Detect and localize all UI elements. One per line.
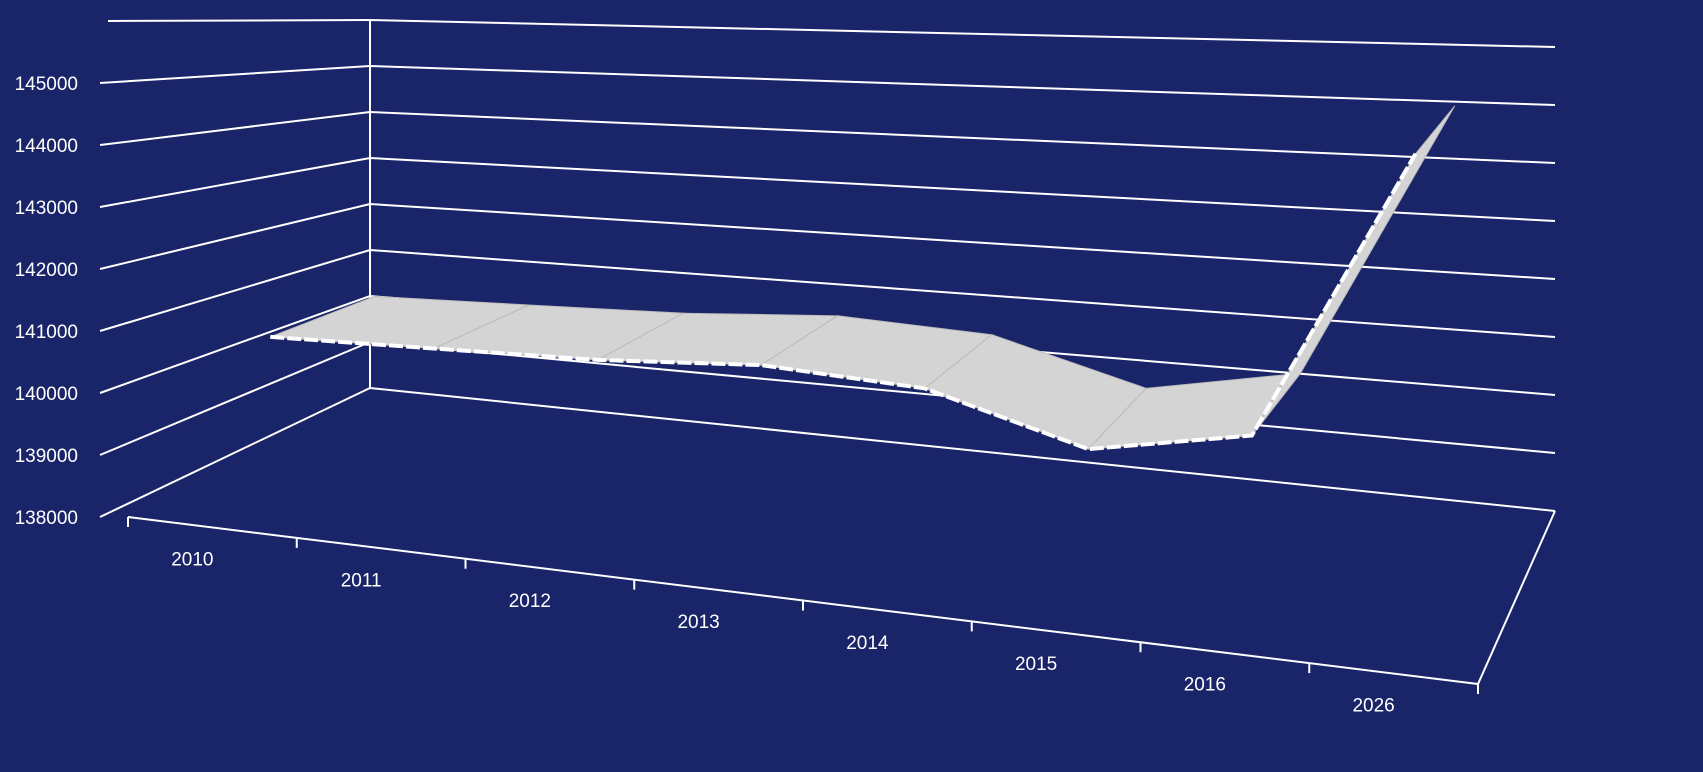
- grid-line: [99, 202, 1556, 280]
- y-tick-label: 144000: [15, 136, 78, 157]
- wall-edge: [107, 19, 371, 22]
- ribbon-edge: [270, 152, 1418, 452]
- x-tick-label: 2013: [677, 612, 719, 633]
- x-tick-label: 2026: [1352, 696, 1394, 717]
- grid-line: [99, 248, 1556, 338]
- y-tick-label: 142000: [15, 260, 78, 281]
- x-tick-label: 2011: [341, 570, 382, 591]
- y-tick-label: 140000: [15, 384, 78, 405]
- y-tick-label: 143000: [15, 198, 78, 219]
- y-tick-label: 141000: [15, 322, 78, 343]
- grid-line: [99, 64, 1556, 106]
- y-tick-label: 138000: [15, 508, 78, 529]
- x-tick-label: 2012: [509, 591, 551, 612]
- x-tick-label: 2010: [171, 549, 213, 570]
- x-tick-label: 2016: [1184, 675, 1226, 696]
- grid-line: [99, 110, 1556, 164]
- x-tick-label: 2015: [1015, 654, 1057, 675]
- x-tick-label: 2014: [846, 633, 889, 654]
- grid-line: [99, 294, 1556, 396]
- y-tick-label: 139000: [15, 446, 78, 467]
- grid-line: [99, 386, 1556, 518]
- y-tick-label: 145000: [15, 74, 78, 95]
- grid-line: [99, 156, 1556, 222]
